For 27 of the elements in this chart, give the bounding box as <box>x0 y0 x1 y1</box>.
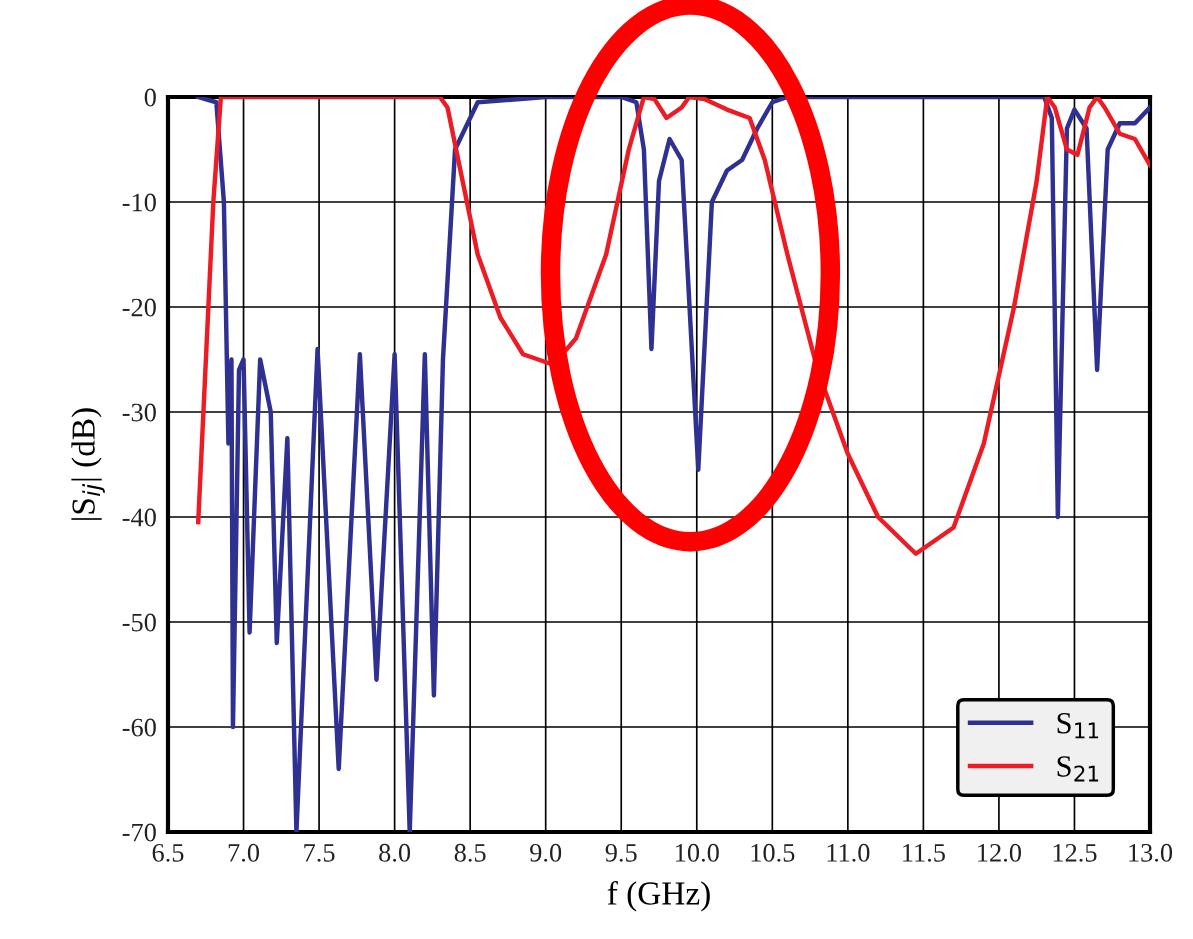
x-tick-label: 10.5 <box>751 843 795 862</box>
y-tick-label: -30 <box>122 403 156 422</box>
y-tick-label: -10 <box>122 193 156 212</box>
x-tick-label: 7.0 <box>228 843 260 862</box>
y-tick-label: -70 <box>122 823 156 842</box>
line-series <box>196 97 1150 556</box>
x-tick-label: 6.5 <box>152 843 184 862</box>
x-tick-label: 8.0 <box>379 843 411 862</box>
y-tick-label: -40 <box>122 508 156 527</box>
x-tick-label: 9.0 <box>530 843 562 862</box>
x-tick-label: 10.0 <box>676 843 719 862</box>
x-tick-label: 11.0 <box>827 843 870 862</box>
x-tick-label: 9.5 <box>605 843 637 862</box>
x-tick-label: 11.5 <box>903 844 945 862</box>
y-axis-title: |S$_{ij}$| (dB) <box>71 408 105 520</box>
x-axis-title: f (GHz) <box>607 880 710 912</box>
x-tick-label: 8.5 <box>454 843 486 862</box>
x-tick-label: 12.5 <box>1053 843 1097 862</box>
x-tick-label: 12.0 <box>978 843 1022 862</box>
y-tick-label: 0 <box>144 88 156 107</box>
y-tick-label: -50 <box>122 613 156 632</box>
x-tick-label: 13.0 <box>1129 843 1173 862</box>
x-tick-label: 7.5 <box>304 844 335 862</box>
legend-label: S$_{11}$ <box>1057 712 1099 739</box>
y-tick-label: -60 <box>122 718 156 737</box>
y-tick-label: -20 <box>122 298 156 317</box>
legend-label: S$_{21}$ <box>1057 756 1099 782</box>
